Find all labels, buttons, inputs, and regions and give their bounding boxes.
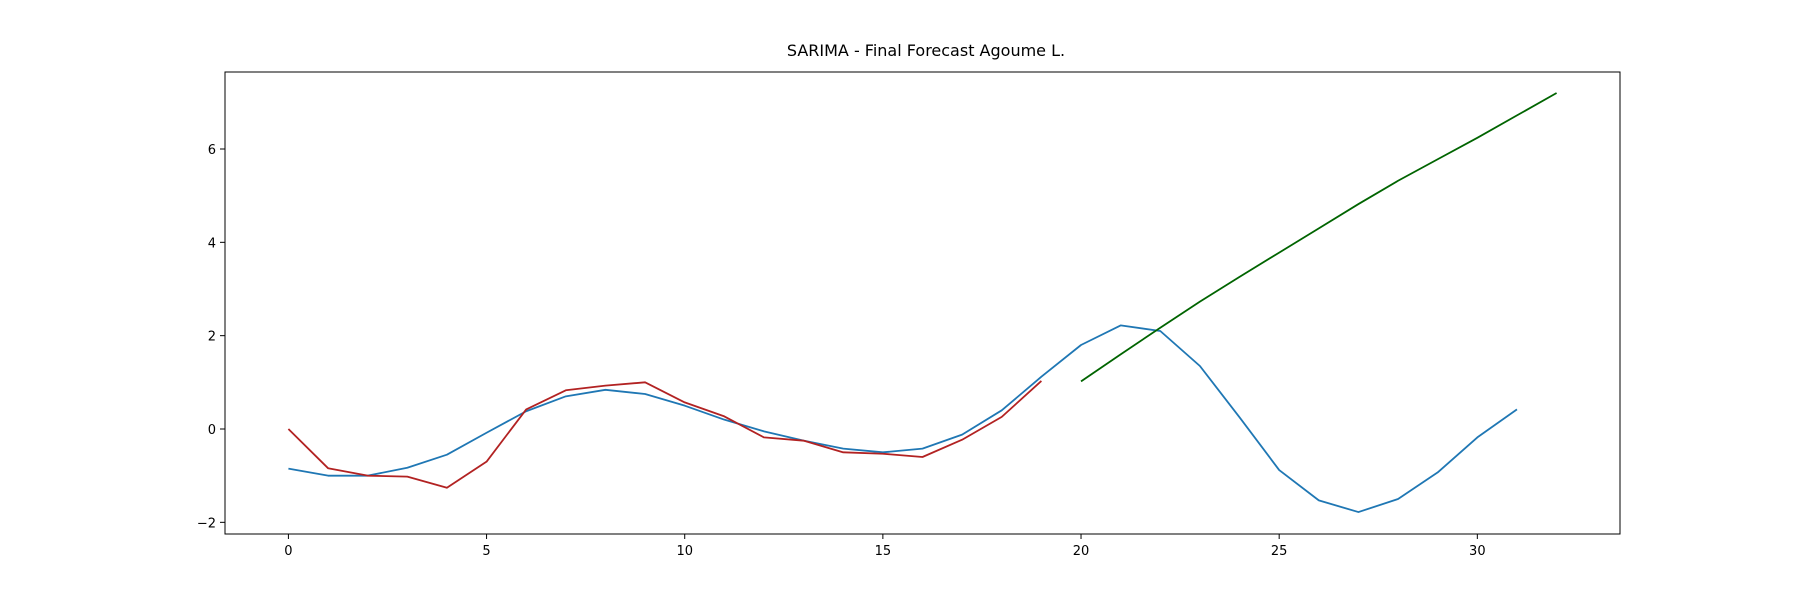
y-tick-label: 6 — [208, 143, 216, 158]
series-layer — [287, 92, 1558, 513]
series-line-3 — [1080, 92, 1558, 383]
x-tick-label: 10 — [676, 544, 693, 559]
x-tick-label: 30 — [1469, 544, 1486, 559]
x-tick-label: 5 — [482, 544, 490, 559]
x-tick-label: 0 — [284, 544, 292, 559]
y-tick-label: 0 — [208, 423, 216, 438]
y-axis: −2 0 2 4 6 — [197, 143, 225, 531]
y-tick-label: 2 — [208, 330, 216, 345]
x-tick-label: 15 — [875, 544, 892, 559]
y-tick-label: −2 — [197, 516, 216, 531]
series-line-2 — [287, 380, 1042, 489]
x-tick-label: 20 — [1073, 544, 1090, 559]
x-axis: 0 5 10 15 20 25 30 — [284, 534, 1486, 559]
chart-title: SARIMA - Final Forecast Agoume L. — [787, 41, 1065, 60]
y-tick-label: 4 — [208, 236, 216, 251]
series-line-1 — [288, 324, 1518, 513]
plot-area-frame — [224, 71, 1621, 535]
x-tick-label: 25 — [1271, 544, 1288, 559]
